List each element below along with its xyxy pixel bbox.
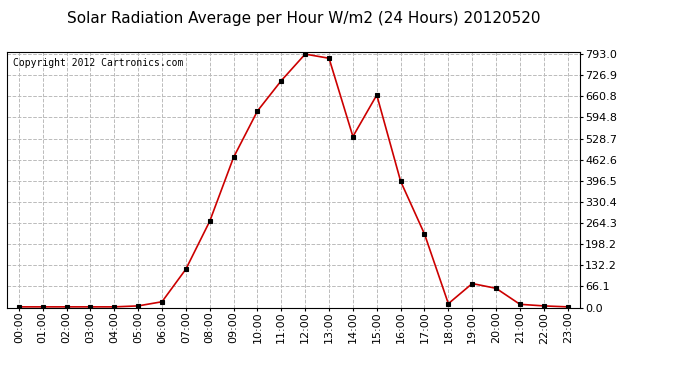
Text: Solar Radiation Average per Hour W/m2 (24 Hours) 20120520: Solar Radiation Average per Hour W/m2 (2…: [67, 11, 540, 26]
Text: Copyright 2012 Cartronics.com: Copyright 2012 Cartronics.com: [12, 58, 183, 68]
